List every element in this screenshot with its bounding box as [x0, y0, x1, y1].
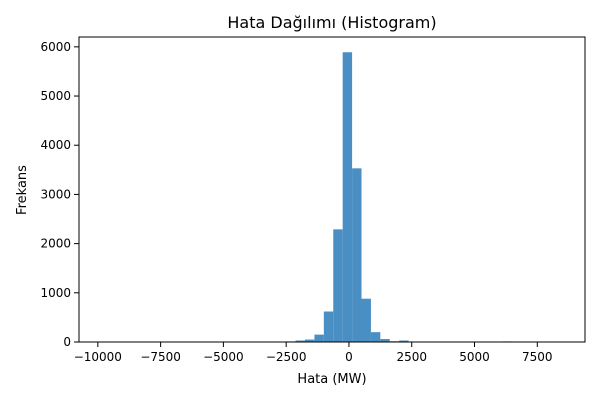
histogram-bar — [305, 339, 315, 342]
y-tick-label: 3000 — [40, 187, 71, 201]
plot-area-frame — [78, 36, 586, 343]
histogram-bar — [295, 340, 306, 342]
y-tick-label: 0 — [63, 335, 71, 349]
histogram-bar — [380, 339, 390, 342]
y-tick-label: 1000 — [40, 286, 71, 300]
x-axis-label: Hata (MW) — [297, 372, 366, 387]
x-tick-label: 5000 — [459, 350, 490, 364]
x-tick-label: −10000 — [74, 350, 122, 364]
histogram-bar — [314, 334, 324, 342]
x-tick-label: 0 — [345, 350, 353, 364]
y-tick-label: 5000 — [40, 89, 71, 103]
x-tick-label: −7500 — [140, 350, 181, 364]
histogram-bar — [342, 52, 353, 342]
x-tick-label: −5000 — [203, 350, 244, 364]
x-tick-label: 7500 — [522, 350, 553, 364]
y-tick-label: 2000 — [40, 237, 71, 251]
y-axis-ticks: 0 1000 2000 3000 4000 5000 6000 — [40, 40, 79, 349]
histogram-bar — [352, 168, 362, 342]
y-tick-label: 4000 — [40, 138, 71, 152]
histogram-bar — [323, 311, 334, 342]
histogram-bar — [370, 332, 381, 342]
histogram-bar — [333, 229, 343, 342]
histogram-bar — [399, 340, 409, 342]
chart-title: Hata Dağılımı (Histogram) — [227, 13, 436, 32]
y-axis-label: Frekans — [15, 165, 30, 215]
x-tick-label: 2500 — [396, 350, 427, 364]
x-axis-ticks: −10000 −7500 −5000 −2500 0 2500 5000 7500 — [74, 342, 553, 364]
x-tick-label: −2500 — [266, 350, 307, 364]
histogram-bar — [361, 298, 371, 342]
y-tick-label: 6000 — [40, 40, 71, 54]
